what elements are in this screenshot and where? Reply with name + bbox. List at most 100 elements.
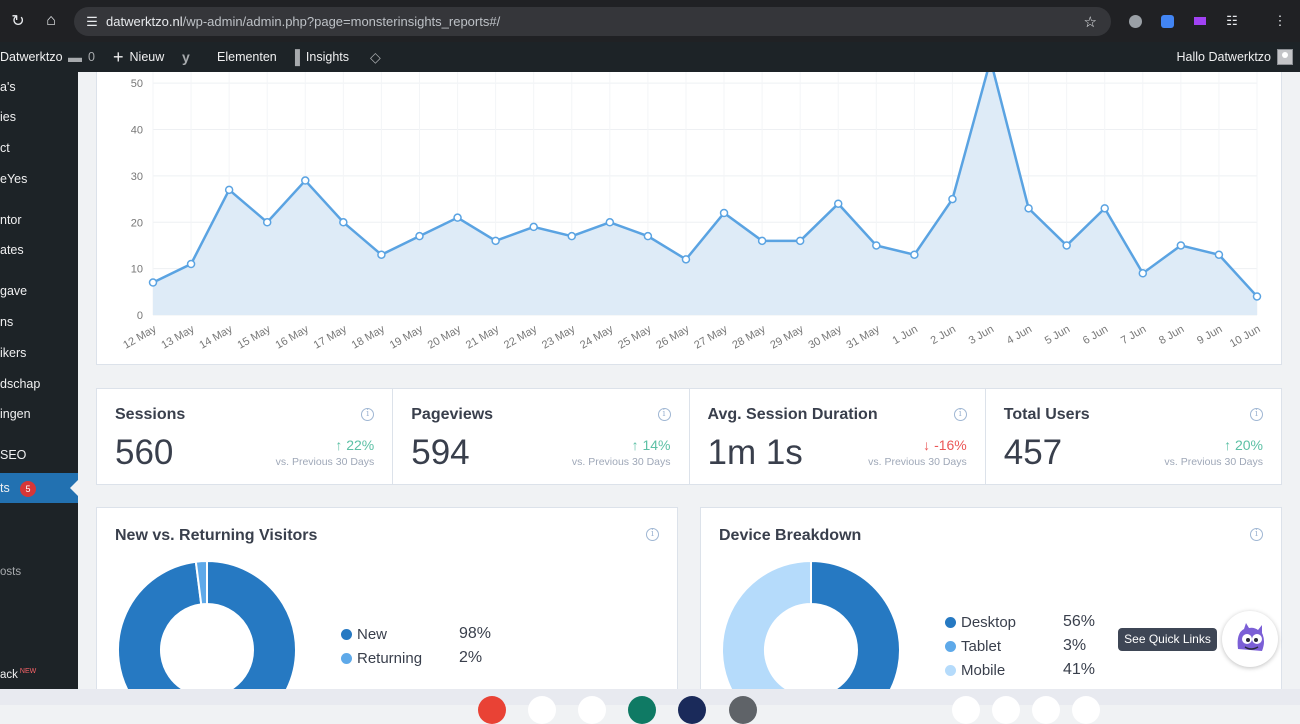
quick-links-button[interactable] (1222, 611, 1278, 667)
sidebar-item-2[interactable]: ct (0, 141, 10, 155)
data-point (797, 237, 804, 244)
stats-row: Sessions i 560 ↑ 22% vs. Previous 30 Day… (96, 388, 1282, 485)
y-tick-label: 20 (131, 217, 143, 229)
admin-bar-site[interactable]: Datwerktzo (0, 42, 63, 72)
data-point (682, 256, 689, 263)
stat-sub: vs. Previous 30 Days (1164, 456, 1263, 468)
extension-blue-icon[interactable] (1157, 11, 1177, 31)
admin-bar-new[interactable]: +Nieuw (113, 42, 164, 72)
reload-icon[interactable]: ↻ (5, 8, 31, 34)
data-point (530, 223, 537, 230)
stat-pageviews: Pageviews i 594 ↑ 14% vs. Previous 30 Da… (393, 389, 689, 484)
info-icon[interactable]: i (658, 408, 671, 421)
tray-icon[interactable] (992, 696, 1020, 724)
info-icon[interactable]: i (1250, 528, 1263, 541)
stat-title: Total Users (1004, 406, 1090, 424)
yoast-icon: y (182, 49, 190, 65)
admin-bar-elementen[interactable]: Elementen (217, 42, 277, 72)
x-tick-label: 23 May (540, 323, 578, 352)
tray-icon[interactable] (1072, 696, 1100, 724)
sidebar-item-active[interactable]: ts 5 (0, 473, 78, 503)
y-tick-label: 40 (131, 125, 143, 137)
x-tick-label: 3 Jun (967, 323, 996, 347)
y-tick-label: 10 (131, 264, 143, 276)
data-point (378, 251, 385, 258)
tray-icon[interactable] (952, 696, 980, 724)
app-icon[interactable] (678, 696, 706, 724)
x-tick-label: 8 Jun (1157, 323, 1186, 347)
info-icon[interactable]: i (954, 408, 967, 421)
info-icon[interactable]: i (361, 408, 374, 421)
legend-pct: 3% (1063, 637, 1086, 655)
update-badge: 5 (20, 481, 36, 497)
x-tick-label: 17 May (312, 323, 350, 352)
sidebar-item-4[interactable]: ntor (0, 213, 22, 227)
donut-slice (722, 561, 811, 689)
x-tick-label: 30 May (806, 323, 844, 352)
wp-admin-bar: Datwerktzo ▬0 +Nieuw y Elementen ▐Insigh… (0, 42, 1300, 72)
legend-pct: 2% (459, 649, 482, 667)
x-tick-label: 15 May (235, 323, 273, 352)
data-point (1254, 293, 1261, 300)
stat-change: ↑ 14% (632, 437, 671, 453)
sidebar-item-3[interactable]: eYes (0, 172, 27, 186)
data-point (606, 219, 613, 226)
sidebar-item-9[interactable]: dschap (0, 377, 40, 391)
stat-sub: vs. Previous 30 Days (276, 456, 375, 468)
sidebar-item-6[interactable]: gave (0, 284, 27, 298)
bookmark-star-icon[interactable]: ☆ (1084, 13, 1097, 31)
extension-circle-icon[interactable] (1125, 11, 1145, 31)
chrome-app-icon[interactable] (478, 696, 506, 724)
sidebar-item-5[interactable]: ates (0, 243, 24, 257)
data-point (949, 196, 956, 203)
sidebar-item-13[interactable]: osts (0, 566, 21, 578)
admin-bar-yoast[interactable]: y (182, 42, 196, 72)
site-info-icon[interactable]: ☰ (78, 14, 106, 30)
stat-avg-session-duration: Avg. Session Duration i 1m 1s ↓ -16% vs.… (690, 389, 986, 484)
legend-dot (945, 641, 956, 652)
browser-menu-icon[interactable]: ⋮ (1270, 11, 1290, 31)
new-vs-returning-panel: New vs. Returning Visitors i New 98% Ret… (96, 507, 678, 689)
home-icon[interactable]: ⌂ (38, 8, 64, 34)
admin-bar-insights[interactable]: ▐Insights (290, 42, 349, 72)
new-label: Nieuw (130, 50, 165, 64)
play-store-icon[interactable] (578, 696, 606, 724)
admin-bar-comments[interactable]: ▬0 (68, 42, 95, 72)
sidebar-item-11[interactable]: SEO (0, 448, 26, 462)
info-icon[interactable]: i (646, 528, 659, 541)
x-tick-label: 31 May (845, 323, 883, 352)
card-title: Device Breakdown (719, 527, 861, 545)
sidebar-item-7[interactable]: ns (0, 315, 13, 329)
arrow-up-icon: ↑ (335, 437, 342, 453)
extension-purple-icon[interactable] (1190, 11, 1210, 31)
stat-change-value: -16% (934, 437, 967, 453)
legend-pct: 56% (1063, 613, 1095, 631)
data-point (644, 233, 651, 240)
data-point (340, 219, 347, 226)
extensions-puzzle-icon[interactable]: ☷ (1222, 11, 1242, 31)
sidebar-item-10[interactable]: ingen (0, 407, 31, 421)
app-icon[interactable] (528, 696, 556, 724)
tray-icon[interactable] (1032, 696, 1060, 724)
data-point (188, 261, 195, 268)
sidebar-item-8[interactable]: ikers (0, 346, 26, 360)
x-tick-label: 27 May (692, 323, 730, 352)
admin-bar-account[interactable]: Hallo Datwerktzo (1177, 42, 1293, 72)
data-point (911, 251, 918, 258)
sidebar-item-1[interactable]: ies (0, 110, 16, 124)
stat-sub: vs. Previous 30 Days (572, 456, 671, 468)
app-icon[interactable] (628, 696, 656, 724)
x-tick-label: 4 Jun (1005, 323, 1034, 347)
settings-app-icon[interactable] (729, 696, 757, 724)
stat-change-value: 20% (1235, 437, 1263, 453)
admin-bar-diamond[interactable]: ◇ (370, 42, 387, 72)
stat-sessions: Sessions i 560 ↑ 22% vs. Previous 30 Day… (97, 389, 393, 484)
address-bar[interactable]: ☰ datwerktzo.nl/wp-admin/admin.php?page=… (74, 7, 1111, 36)
sidebar-item-0[interactable]: a's (0, 80, 16, 94)
info-icon[interactable]: i (1250, 408, 1263, 421)
stat-value: 1m 1s (708, 433, 803, 473)
stat-title: Sessions (115, 406, 185, 424)
avatar (1277, 49, 1293, 65)
data-point (302, 177, 309, 184)
